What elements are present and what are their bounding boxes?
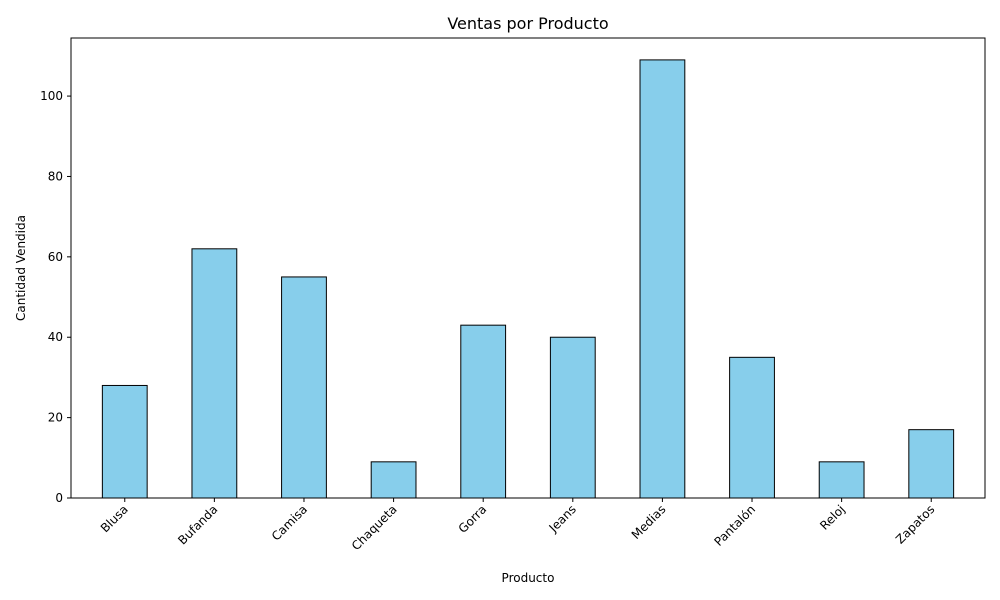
x-tick-label: Gorra <box>456 502 490 536</box>
y-axis-ticks: 0 20 40 60 80 100 <box>40 89 71 505</box>
bar-medias <box>639 59 686 499</box>
plot-frame <box>70 37 986 499</box>
bars-group <box>101 59 955 499</box>
x-tick-label: Camisa <box>269 502 310 543</box>
x-tick-label: Zapatos <box>893 502 937 546</box>
x-tick-label: Reloj <box>817 502 848 533</box>
x-tick-label: Medias <box>629 502 669 542</box>
bar-gorra <box>460 324 507 499</box>
x-tick-label: Bufanda <box>175 502 220 547</box>
y-tick-label: 60 <box>48 250 63 264</box>
bar-jeans <box>549 336 596 499</box>
bar-blusa <box>101 384 148 499</box>
x-tick-label: Blusa <box>98 502 131 535</box>
y-axis-label: Cantidad Vendida <box>14 215 28 321</box>
bar-zapatos <box>908 429 955 499</box>
y-tick-label: 0 <box>55 491 63 505</box>
x-tick-label: Pantalón <box>711 502 758 549</box>
x-tick-label: Jeans <box>546 502 579 535</box>
y-tick-label: 100 <box>40 89 63 103</box>
y-tick-label: 40 <box>48 330 63 344</box>
bar-camisa <box>281 276 327 499</box>
bar-pantalón <box>729 356 775 499</box>
x-axis-ticks: Blusa Bufanda Camisa Chaqueta Gorra Jeans Medi… <box>98 498 937 553</box>
y-tick-label: 80 <box>48 169 63 183</box>
bar-reloj <box>818 461 865 499</box>
y-tick-label: 20 <box>48 411 63 425</box>
x-tick-label: Chaqueta <box>349 502 400 553</box>
bar-bufanda <box>191 248 238 499</box>
chart-title: Ventas por Producto <box>447 14 608 33</box>
bar-chaqueta <box>370 461 417 499</box>
x-axis-label: Producto <box>502 571 555 585</box>
